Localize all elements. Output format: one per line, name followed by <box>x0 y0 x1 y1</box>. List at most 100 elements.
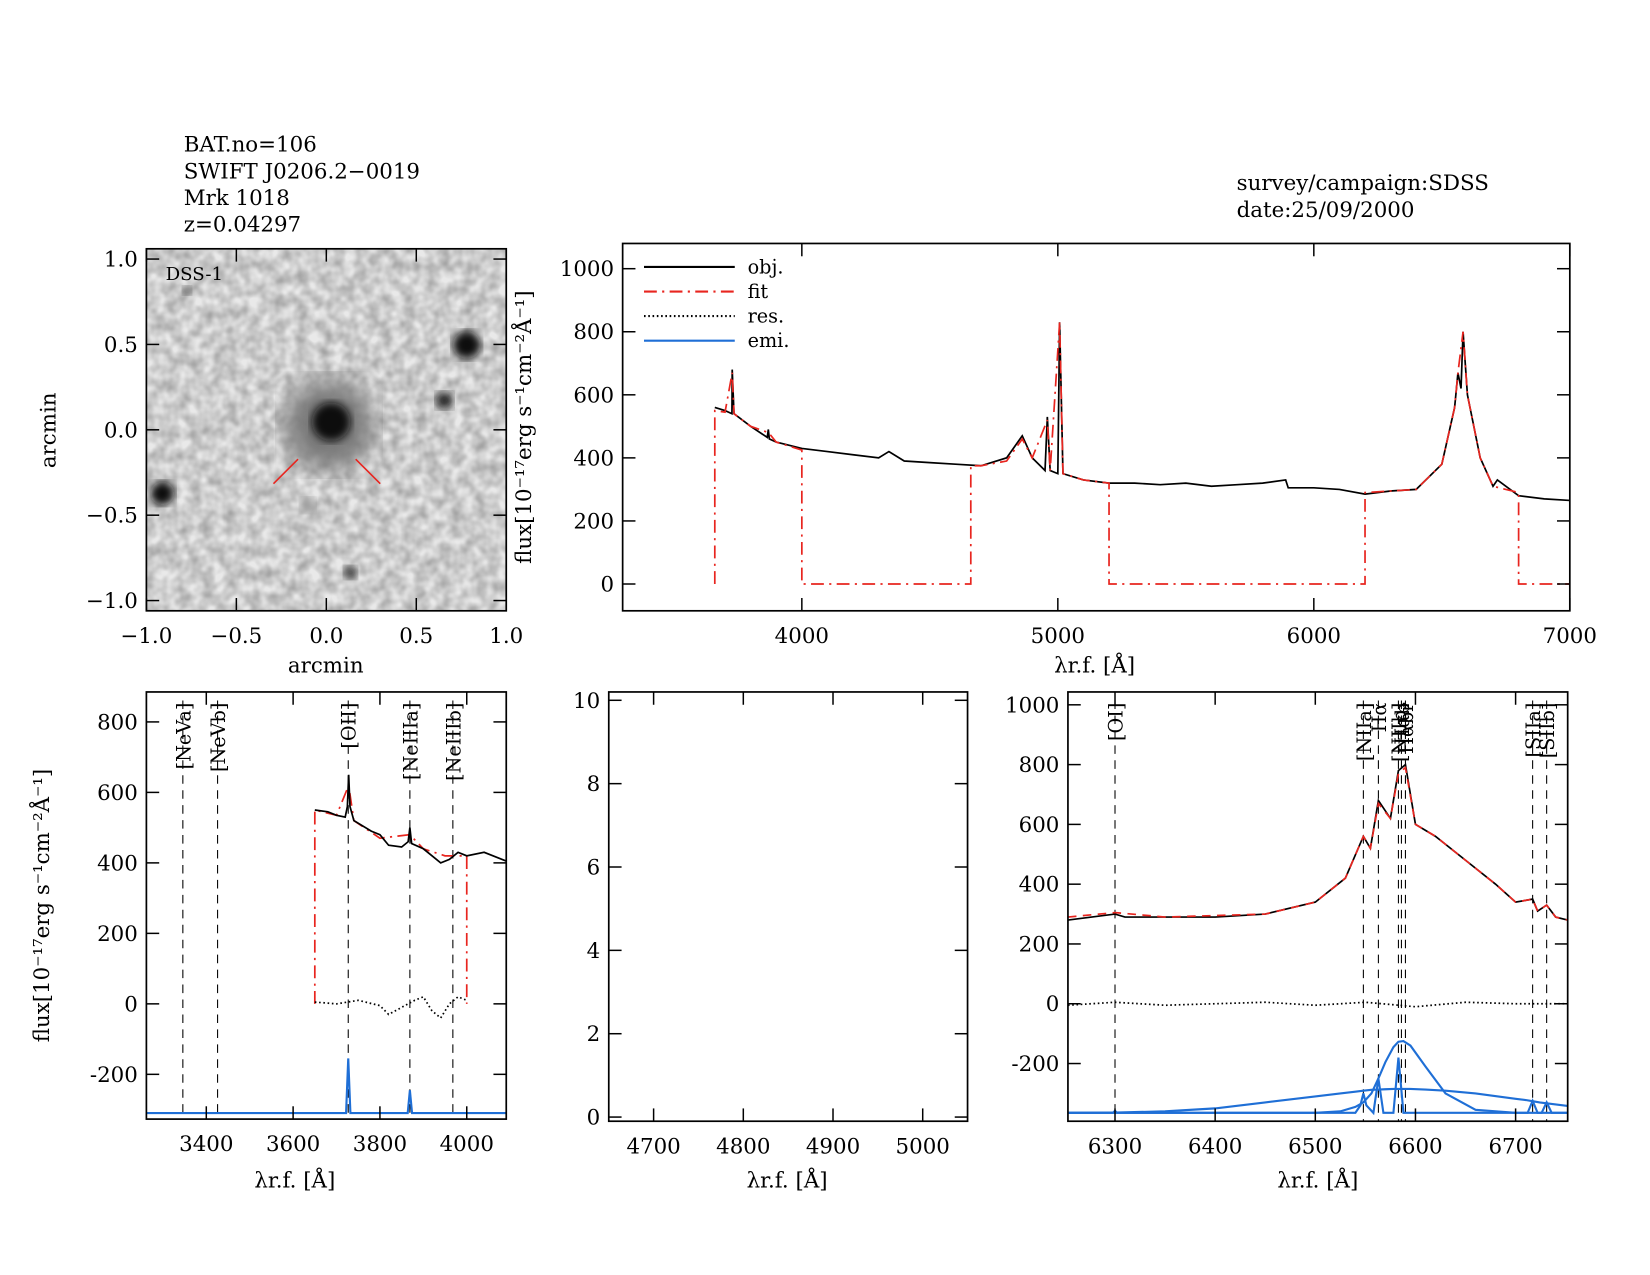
plot-frame <box>607 691 969 1123</box>
x-tick-label: 6500 <box>1288 1134 1342 1159</box>
star <box>343 565 357 579</box>
line-label: [NIIa] <box>1353 703 1376 761</box>
x-tick-label: −0.5 <box>210 624 262 649</box>
line-label: Hα <box>1368 703 1391 733</box>
panel: [NeVa] [NeVb] [OII] [NeIIIa] [NeIIIb] 3400 360… <box>27 691 508 1193</box>
y-tick-label: 0 <box>1046 992 1060 1017</box>
x-tick-label: 3400 <box>179 1132 233 1157</box>
y-tick-label: 1.0 <box>104 248 138 273</box>
spectrum-line <box>314 774 507 864</box>
x-tick-label: 1.0 <box>489 624 523 649</box>
y-tick-label: 4 <box>587 939 601 964</box>
y-tick-label: 6 <box>587 855 601 880</box>
header: BAT.no=106 SWIFT J0206.2−0019 Mrk 1018 z… <box>184 133 1489 238</box>
y-tick-label: 1000 <box>560 257 614 282</box>
y-tick-label: 200 <box>97 922 138 947</box>
x-tick-label: 7000 <box>1543 624 1597 649</box>
x-axis-label: arcmin <box>288 654 364 679</box>
spectrum-line <box>146 1058 507 1115</box>
x-tick-label: 6300 <box>1088 1134 1142 1159</box>
x-axis-label: λr.f. [Å] <box>1054 651 1135 679</box>
spectrum-line <box>1067 1087 1568 1114</box>
spectrum-line <box>1067 1001 1568 1008</box>
y-axis-label: flux[10⁻¹⁷erg s⁻¹cm⁻²Å⁻¹] <box>27 769 55 1043</box>
y-tick-label: 10 <box>573 689 600 714</box>
x-tick-label: 4800 <box>716 1134 770 1159</box>
series-group <box>146 774 507 1115</box>
x-tick-label: 6400 <box>1188 1134 1242 1159</box>
y-tick-label: 400 <box>97 851 138 876</box>
spectrum-line <box>713 322 1570 585</box>
marker <box>272 458 299 485</box>
line-label: [SIIb] <box>1536 703 1559 759</box>
spectrum-line <box>714 322 1570 502</box>
x-axis-label: λr.f. [Å] <box>747 1165 828 1193</box>
y-tick-label: 0 <box>124 992 138 1017</box>
y-tick-label: 0.5 <box>104 333 138 358</box>
y-tick-label: 8 <box>587 772 601 797</box>
y-tick-label: −0.5 <box>86 504 138 529</box>
survey: survey/campaign:SDSS <box>1237 171 1489 196</box>
star <box>182 286 192 295</box>
legend-label: res. <box>748 304 785 327</box>
series-group <box>713 322 1570 585</box>
star <box>435 391 453 409</box>
x-tick-label: 4700 <box>626 1134 680 1159</box>
legend-label: fit <box>748 280 769 303</box>
galaxy-core <box>311 402 351 442</box>
line-label: [SIIa] <box>1522 703 1545 758</box>
panel: 4700 4800 4900 5000 0 2 4 6 8 10 λr.f. [Å] <box>573 689 969 1193</box>
y-tick-label: -200 <box>90 1063 138 1088</box>
y-tick-label: 600 <box>573 383 614 408</box>
sky-image <box>146 248 507 611</box>
x-tick-label: 5000 <box>896 1134 950 1159</box>
y-tick-label: 0.0 <box>104 418 138 443</box>
x-axis-label: λr.f. [Å] <box>1277 1165 1358 1193</box>
plot-frame <box>1067 691 1569 1123</box>
y-tick-label: 400 <box>573 446 614 471</box>
line-label: [NeIIIa] <box>399 703 422 780</box>
y-tick-label: 400 <box>1019 873 1060 898</box>
plot-frame <box>145 691 508 1120</box>
panel: −1.0 −0.5 0.0 0.5 1.0 −1.0 −0.5 0.0 0.5 1.0 arcmin… <box>37 248 524 679</box>
header-line: BAT.no=106 <box>184 133 317 158</box>
x-tick-label: 3600 <box>266 1132 320 1157</box>
y-tick-label: -200 <box>1011 1052 1059 1077</box>
y-axis-label: arcmin <box>37 392 62 468</box>
x-tick-label: 4000 <box>775 624 829 649</box>
spectrum-line <box>1067 765 1568 921</box>
line-label: [NeIIIb] <box>442 703 465 781</box>
star <box>150 481 175 506</box>
marker <box>355 458 381 485</box>
x-tick-label: 6700 <box>1488 1134 1542 1159</box>
x-tick-label: 4000 <box>440 1132 494 1157</box>
panel: 4000 5000 6000 7000 0 200 400 600 800 1000 λr.f. [… <box>509 242 1597 679</box>
x-tick-label: 4900 <box>806 1134 860 1159</box>
line-label: [OII] <box>338 703 361 749</box>
y-tick-label: 800 <box>1019 753 1060 778</box>
series-group <box>1067 762 1568 1116</box>
y-tick-label: 800 <box>573 320 614 345</box>
y-tick-label: 0 <box>601 572 615 597</box>
line-label: [OI] <box>1104 703 1127 741</box>
y-tick-label: 800 <box>97 710 138 735</box>
header-line: SWIFT J0206.2−0019 <box>184 159 420 184</box>
y-tick-label: 200 <box>573 509 614 534</box>
x-tick-label: 6000 <box>1287 624 1341 649</box>
line-label: Hαb <box>1391 703 1414 745</box>
spectrum-line <box>1067 1057 1568 1116</box>
y-tick-label: 200 <box>1019 932 1060 957</box>
x-tick-label: 0.5 <box>399 624 433 649</box>
line-label: [NeVa] <box>172 703 195 770</box>
header-line: Mrk 1018 <box>184 186 290 211</box>
spectrum-line <box>313 782 468 1004</box>
spectrum-line <box>1067 762 1568 921</box>
legend-label: emi. <box>748 329 790 352</box>
spectrum-line <box>1067 1040 1568 1114</box>
x-tick-label: 6600 <box>1388 1134 1442 1159</box>
x-tick-label: −1.0 <box>120 624 172 649</box>
y-tick-label: 600 <box>97 781 138 806</box>
